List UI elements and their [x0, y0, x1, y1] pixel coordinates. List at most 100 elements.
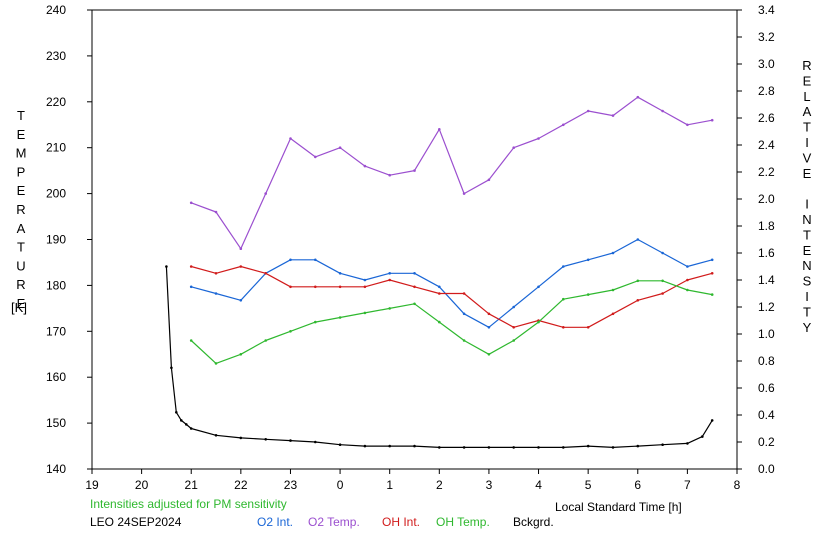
data-point-o2-temp	[537, 137, 540, 140]
data-point-o2-int	[487, 326, 491, 329]
y-left-label-letter: P	[17, 164, 26, 179]
y-left-label-letter: R	[16, 277, 25, 292]
data-point-o2-temp	[636, 95, 640, 99]
data-point-oh-int	[661, 292, 664, 295]
data-point-oh-int	[512, 326, 515, 329]
data-point-o2-temp	[289, 137, 292, 140]
data-point-oh-int	[338, 285, 342, 289]
data-point-oh-int	[363, 285, 367, 289]
data-point-bckgrd	[512, 446, 515, 449]
data-point-oh-int	[314, 285, 317, 289]
plot-border	[91, 9, 738, 470]
series-line-oh-int	[191, 265, 713, 328]
data-point-o2-int	[512, 305, 515, 309]
y-right-tick-label: 1.8	[758, 219, 775, 233]
y-left-label-letter: T	[17, 240, 25, 255]
data-point-oh-int	[438, 292, 441, 295]
data-point-oh-temp	[413, 302, 416, 306]
data-point-oh-temp	[512, 339, 515, 342]
data-point-bckgrd	[170, 366, 173, 370]
y-left-tick-label: 230	[46, 49, 66, 63]
legend-bckgrd: Bckgrd.	[513, 515, 554, 529]
data-point-oh-temp	[388, 307, 392, 310]
data-point-o2-int	[239, 299, 243, 302]
x-tick-label: 3	[486, 478, 493, 492]
data-point-bckgrd	[413, 444, 416, 448]
data-point-bckgrd	[338, 443, 342, 447]
series-layer	[165, 95, 714, 449]
data-point-o2-temp	[686, 123, 689, 127]
data-point-bckgrd	[175, 411, 178, 414]
data-point-oh-int	[214, 272, 218, 275]
data-point-bckgrd	[661, 443, 664, 447]
data-point-o2-int	[611, 251, 615, 255]
data-point-bckgrd	[537, 446, 540, 449]
y-right-label-letter: L	[803, 89, 810, 104]
series-line-oh-temp	[190, 280, 713, 364]
data-point-bckgrd	[710, 419, 714, 422]
y-right-tick-label: 0.6	[758, 381, 775, 395]
data-point-o2-temp	[413, 169, 416, 172]
data-point-o2-int	[462, 312, 466, 316]
y-right-tick-label: 1.6	[758, 246, 775, 260]
y-right-label-letter: N	[802, 258, 811, 273]
station-date-label: LEO 24SEP2024	[90, 515, 182, 529]
y-right-tick-label: 2.6	[758, 111, 775, 125]
data-point-o2-temp	[264, 192, 268, 195]
data-point-bckgrd	[701, 435, 704, 438]
data-point-bckgrd	[239, 436, 243, 440]
series-line-bckgrd	[165, 266, 713, 448]
data-point-o2-temp	[363, 164, 367, 168]
data-point-o2-int	[363, 278, 367, 282]
y-right-label-letter: Y	[803, 320, 812, 335]
data-point-o2-int	[710, 258, 714, 262]
data-point-bckgrd	[586, 444, 590, 448]
data-point-oh-temp	[661, 279, 664, 283]
data-point-bckgrd	[363, 444, 367, 448]
y-left-tick-label: 200	[46, 187, 66, 201]
data-point-bckgrd	[388, 444, 392, 448]
y-left-label-letter: M	[16, 146, 27, 161]
y-right-label-letter: S	[803, 274, 812, 289]
y-right-label-letter: T	[803, 304, 811, 319]
data-point-o2-temp	[512, 146, 515, 149]
y-left-label-letter: E	[17, 183, 26, 198]
data-point-o2-int	[537, 285, 540, 289]
data-point-oh-temp	[314, 320, 317, 324]
x-tick-label: 5	[585, 478, 592, 492]
x-tick-label: 4	[535, 478, 542, 492]
y-left-unit: [K]	[11, 300, 27, 315]
y-right-label-letter: E	[803, 166, 812, 181]
data-point-oh-int	[710, 272, 714, 275]
x-axis-label: Local Standard Time [h]	[555, 500, 682, 514]
series-line-o2-temp	[190, 96, 713, 250]
x-tick-label: 8	[734, 478, 741, 492]
data-point-o2-temp	[189, 201, 193, 205]
y-right-tick-label: 3.4	[758, 3, 775, 17]
y-right-tick-label: 2.2	[758, 165, 775, 179]
x-tick-label: 21	[185, 478, 199, 492]
data-point-o2-int	[189, 285, 193, 289]
data-point-oh-temp	[214, 362, 218, 365]
y-left-label-letter: A	[17, 221, 26, 236]
data-point-o2-temp	[661, 109, 664, 113]
data-point-o2-temp	[611, 114, 615, 117]
y-right-label-letter: R	[802, 58, 811, 73]
y-right-tick-label: 3.0	[758, 57, 775, 71]
data-point-oh-int	[413, 285, 416, 289]
y-right-label-letter: E	[803, 243, 812, 258]
data-point-oh-int	[487, 312, 491, 316]
x-tick-label: 7	[684, 478, 691, 492]
y-left-label-letter: R	[16, 202, 25, 217]
y-right-tick-label: 1.2	[758, 300, 775, 314]
y-right-label-letter: T	[803, 120, 811, 135]
data-point-o2-temp	[314, 155, 317, 159]
y-right-label-letter: T	[803, 227, 811, 242]
y-right-label-letter: I	[805, 289, 809, 304]
data-point-o2-temp	[487, 178, 491, 182]
data-point-oh-int	[388, 278, 392, 282]
data-point-bckgrd	[189, 427, 193, 430]
y-left-label-letter: U	[16, 258, 25, 273]
